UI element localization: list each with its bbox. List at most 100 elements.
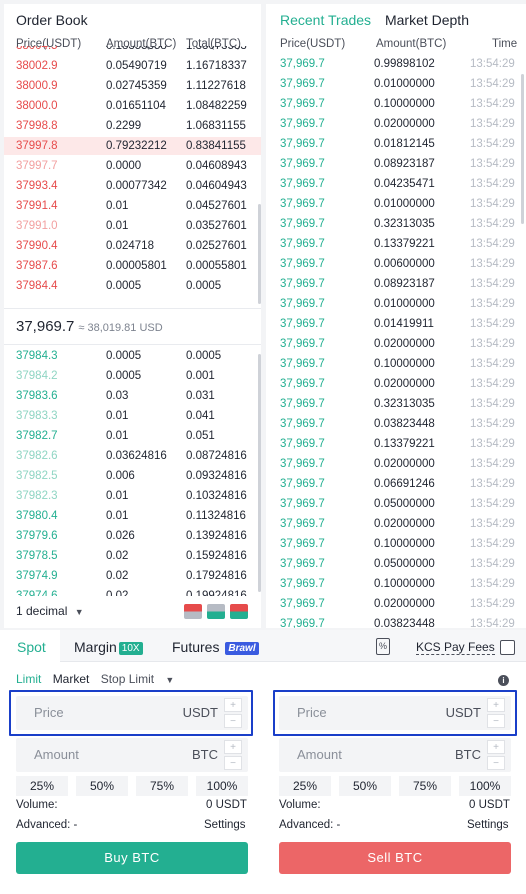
buy-pct-50[interactable]: 50% [76,776,128,796]
fee-percent-icon[interactable]: % [376,638,390,655]
sell-btc-button[interactable]: Sell BTC [279,842,511,874]
sell-volume-label: Volume: [279,799,321,811]
minus-icon[interactable]: − [487,714,505,728]
view-both-button[interactable] [184,604,202,619]
trade-time: 13:54:29 [470,238,515,250]
ask-row[interactable]: 38000.0 0.01651104 1.08482259 [4,96,261,116]
minus-icon[interactable]: − [224,714,242,728]
bid-row[interactable]: 37979.6 0.026 0.13924816 [4,526,261,546]
buy-btc-button[interactable]: Buy BTC [16,842,248,874]
sell-pct-50[interactable]: 50% [339,776,391,796]
sell-pct-75[interactable]: 75% [399,776,451,796]
tab-market-depth[interactable]: Market Depth [384,12,469,28]
tab-margin[interactable]: Margin 10X [74,639,143,655]
minus-icon[interactable]: − [224,756,242,770]
ask-row[interactable]: 37991.4 0.01 0.04527601 [4,196,261,216]
order-type-limit[interactable]: Limit [16,672,42,686]
sell-pct-25[interactable]: 25% [279,776,331,796]
order-type-market[interactable]: Market [52,672,90,686]
bid-total: 0.031 [186,390,215,402]
tab-recent-trades[interactable]: Recent Trades [280,12,372,28]
asks-scrollbar[interactable] [258,204,261,304]
ask-row[interactable]: 37984.4 0.0005 0.0005 [4,276,261,296]
ask-total: 0.02527601 [186,240,247,252]
trade-amount: 0.01419911 [374,318,434,330]
buy-pct-75[interactable]: 75% [136,776,188,796]
trade-row: 37,969.7 0.05000000 13:54:29 [266,494,526,514]
ask-row[interactable]: 37998.8 0.2299 1.06831155 [4,116,261,136]
ask-price: 38002.9 [16,60,58,72]
sell-amount-placeholder: Amount [297,747,342,762]
bid-row[interactable]: 37982.3 0.01 0.10324816 [4,486,261,506]
bid-row[interactable]: 37983.3 0.01 0.041 [4,406,261,426]
ask-row[interactable]: 38004.5 0.18355358 1.33073533 [4,46,261,56]
decimal-select[interactable]: 1 decimal ▼ [16,604,84,618]
bid-row[interactable]: 37983.6 0.03 0.031 [4,386,261,406]
minus-icon[interactable]: − [487,756,505,770]
ask-row[interactable]: 37997.7 0.0000 0.04608943 [4,156,261,176]
bid-row[interactable]: 37982.7 0.01 0.051 [4,426,261,446]
trade-price: 37,969.7 [280,98,325,110]
bid-total: 0.13924816 [186,530,247,542]
view-asks-button[interactable] [230,604,248,619]
plus-icon[interactable]: + [487,698,505,712]
ask-price: 38000.9 [16,80,58,92]
trades-scrollbar[interactable] [521,74,524,224]
trade-row: 37,969.7 0.13379221 13:54:29 [266,234,526,254]
buy-price-field[interactable]: Price USDT + − [16,696,248,730]
buy-pct-25[interactable]: 25% [16,776,68,796]
buy-pct-100[interactable]: 100% [196,776,248,796]
ask-row[interactable]: 37997.8 0.79232212 0.83841155 [4,136,261,156]
plus-icon[interactable]: + [487,740,505,754]
tab-margin-label: Margin [74,639,117,655]
ask-price: 38000.0 [16,100,58,112]
bid-row[interactable]: 37984.2 0.0005 0.001 [4,366,261,386]
bid-row[interactable]: 37980.4 0.01 0.11324816 [4,506,261,526]
trade-row: 37,969.7 0.03823448 13:54:29 [266,614,526,628]
bid-total: 0.001 [186,370,215,382]
sell-price-unit: USDT [445,705,481,720]
sell-price-field[interactable]: Price USDT + − [279,696,511,730]
bids-scrollbar[interactable] [258,354,261,592]
kcs-pay-fees-label[interactable]: KCS Pay Fees [416,640,495,655]
ask-row[interactable]: 38002.9 0.05490719 1.16718337 [4,56,261,76]
view-bids-button[interactable] [207,604,225,619]
ask-row[interactable]: 37991.0 0.01 0.03527601 [4,216,261,236]
plus-icon[interactable]: + [224,698,242,712]
ask-total: 1.06831155 [186,120,246,132]
ask-price: 37984.4 [16,280,58,292]
bid-row[interactable]: 37984.3 0.0005 0.0005 [4,346,261,366]
bid-price: 37982.5 [16,470,58,482]
ask-row[interactable]: 37993.4 0.00077342 0.04604943 [4,176,261,196]
trade-price: 37,969.7 [280,258,325,270]
info-icon[interactable]: i [498,675,509,686]
trade-price: 37,969.7 [280,178,325,190]
buy-settings-link[interactable]: Settings [204,819,246,831]
tab-spot[interactable]: Spot [17,639,46,655]
bid-row[interactable]: 37974.9 0.02 0.17924816 [4,566,261,586]
tab-futures[interactable]: Futures Brawl [172,639,259,655]
trade-amount: 0.10000000 [374,358,435,370]
ask-amount: 0.01651104 [106,100,166,112]
ask-amount: 0.18355358 [106,46,167,52]
ask-row[interactable]: 37987.6 0.00005801 0.00055801 [4,256,261,276]
order-type-stop-limit[interactable]: Stop Limit ▼ [101,672,183,686]
rt-header-time: Time [492,38,518,50]
bid-row[interactable]: 37978.5 0.02 0.15924816 [4,546,261,566]
bid-price: 37982.7 [16,430,58,442]
ask-row[interactable]: 37990.4 0.024718 0.02527601 [4,236,261,256]
ob-header-price: Price(USDT) [16,38,82,50]
sell-settings-link[interactable]: Settings [467,819,509,831]
trade-price: 37,969.7 [280,338,325,350]
bid-row[interactable]: 37982.5 0.006 0.09324816 [4,466,261,486]
bid-price: 37974.6 [16,590,58,596]
bid-row[interactable]: 37982.6 0.03624816 0.08724816 [4,446,261,466]
trade-price: 37,969.7 [280,538,325,550]
sell-pct-100[interactable]: 100% [459,776,511,796]
bid-row[interactable]: 37974.6 0.02 0.19924816 [4,586,261,596]
ask-row[interactable]: 38000.9 0.02745359 1.11227618 [4,76,261,96]
sell-amount-field[interactable]: Amount BTC + − [279,738,511,772]
plus-icon[interactable]: + [224,740,242,754]
buy-amount-field[interactable]: Amount BTC + − [16,738,248,772]
checkbox-icon[interactable] [500,640,515,655]
